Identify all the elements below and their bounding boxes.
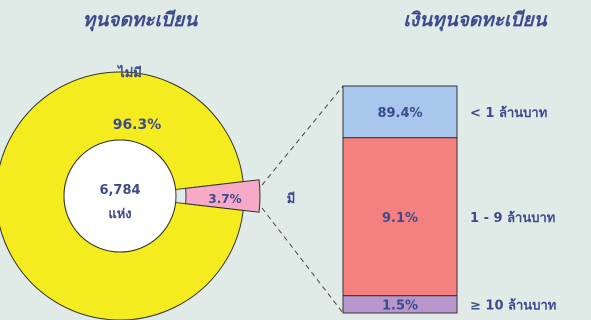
donut-category-label-has: มี [287,191,296,207]
donut-slice-has [185,179,261,213]
bar-segment-1to9m [342,137,458,297]
bar-value-label-1to9m: 9.1% [382,211,418,226]
bar-category-label-1to9m: 1 - 9 ล้านบาท [470,210,555,226]
donut-value-label-has: 3.7% [208,192,241,206]
donut-value-label-none: 96.3% [113,117,162,133]
stacked-bar-chart: 89.4% < 1 ล้านบาท 9.1% 1 - 9 ล้านบาท 1.5% ≥ 1… [342,85,556,314]
donut-center-hole [63,139,177,253]
bar-value-label-lt1m: 89.4% [377,106,422,121]
bar-segment-lt1m [342,85,458,139]
donut-center-unit: แห่ง [108,207,131,222]
donut-center-count: 6,784 [99,183,140,198]
bar-title: เงินทุนจดทะเบียน [403,9,547,32]
bar-category-label-ge10m: ≥ 10 ล้านบาท [470,297,556,313]
bar-value-label-ge10m: 1.5% [382,298,418,313]
connector-line-top [261,85,344,186]
donut-category-label-none: ไม่มี [116,64,142,81]
bar-segment-ge10m [342,295,458,314]
bar-category-label-lt1m: < 1 ล้านบาท [470,105,547,121]
pie-title: ทุนจดทะเบียน [83,9,198,32]
connector-line-bottom [261,207,344,314]
donut-chart: ไม่มี 96.3% 6,784 แห่ง 3.7% มี [0,64,295,320]
